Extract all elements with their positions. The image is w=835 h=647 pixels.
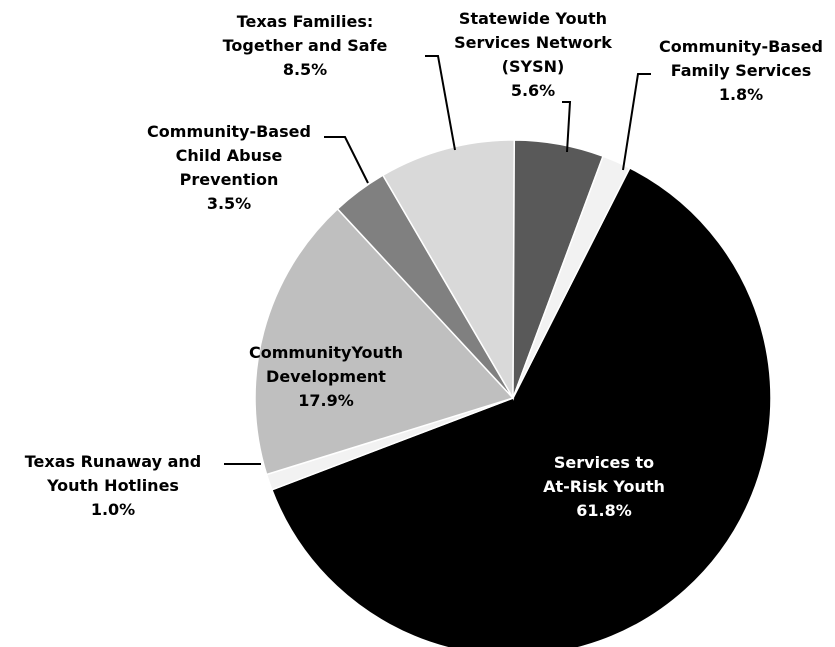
- leader-line-6: [562, 101, 572, 153]
- slice-name-line: Together and Safe: [223, 36, 388, 55]
- slice-name-line: Family Services: [671, 61, 811, 80]
- slice-name-line: Services to: [554, 453, 654, 472]
- slice-name-line: Child Abuse: [176, 146, 283, 165]
- slice-value-label: 8.5%: [283, 60, 327, 79]
- slice-label-1: Services to At-Risk Youth 61.8%: [543, 453, 665, 520]
- pie-slices: [254, 139, 772, 647]
- slice-label-3: CommunityYouth Development 17.9%: [249, 343, 403, 410]
- slice-name-line: Youth Hotlines: [46, 476, 179, 495]
- slice-label-4: Community-Based Child Abuse Prevention 3.5%: [147, 122, 311, 213]
- leader-line-7: [622, 73, 651, 171]
- pie-slice-7: [512, 155, 631, 399]
- slice-label-6: Statewide Youth Services Network (SYSN) 5.6…: [454, 9, 612, 100]
- slice-labels: Services to At-Risk Youth 61.8% Texas Runaw…: [25, 9, 823, 520]
- slice-value-label: 17.9%: [298, 391, 354, 410]
- slice-value-label: 3.5%: [207, 194, 251, 213]
- slice-label-5: Texas Families: Together and Safe 8.5%: [223, 12, 388, 79]
- slice-value-label: 1.0%: [91, 500, 135, 519]
- slice-name-line: Community-Based: [659, 37, 823, 56]
- pie-slice-1: [270, 166, 772, 647]
- leader-lines: [224, 55, 651, 465]
- slice-name-line: (SYSN): [502, 57, 565, 76]
- slice-label-7: Community-Based Family Services 1.8%: [659, 37, 823, 104]
- slice-value-label: 1.8%: [719, 85, 763, 104]
- slice-name-line: Services Network: [454, 33, 612, 52]
- slice-name-line: CommunityYouth: [249, 343, 403, 362]
- pie-slice-5: [381, 139, 516, 401]
- leader-line-4: [324, 136, 369, 184]
- slice-name-line: Texas Runaway and: [25, 452, 201, 471]
- slice-name-line: Texas Families:: [237, 12, 374, 31]
- slice-name-line: Prevention: [180, 170, 279, 189]
- slice-label-2: Texas Runaway and Youth Hotlines 1.0%: [25, 452, 201, 519]
- leader-line-5: [425, 55, 456, 151]
- slice-value-label: 5.6%: [511, 81, 555, 100]
- slice-value-label: 61.8%: [576, 501, 632, 520]
- slice-name-line: Community-Based: [147, 122, 311, 141]
- pie-slice-3: [254, 207, 515, 476]
- slice-name-line: Development: [266, 367, 386, 386]
- slice-name-line: Statewide Youth: [459, 9, 607, 28]
- slice-name-line: At-Risk Youth: [543, 477, 665, 496]
